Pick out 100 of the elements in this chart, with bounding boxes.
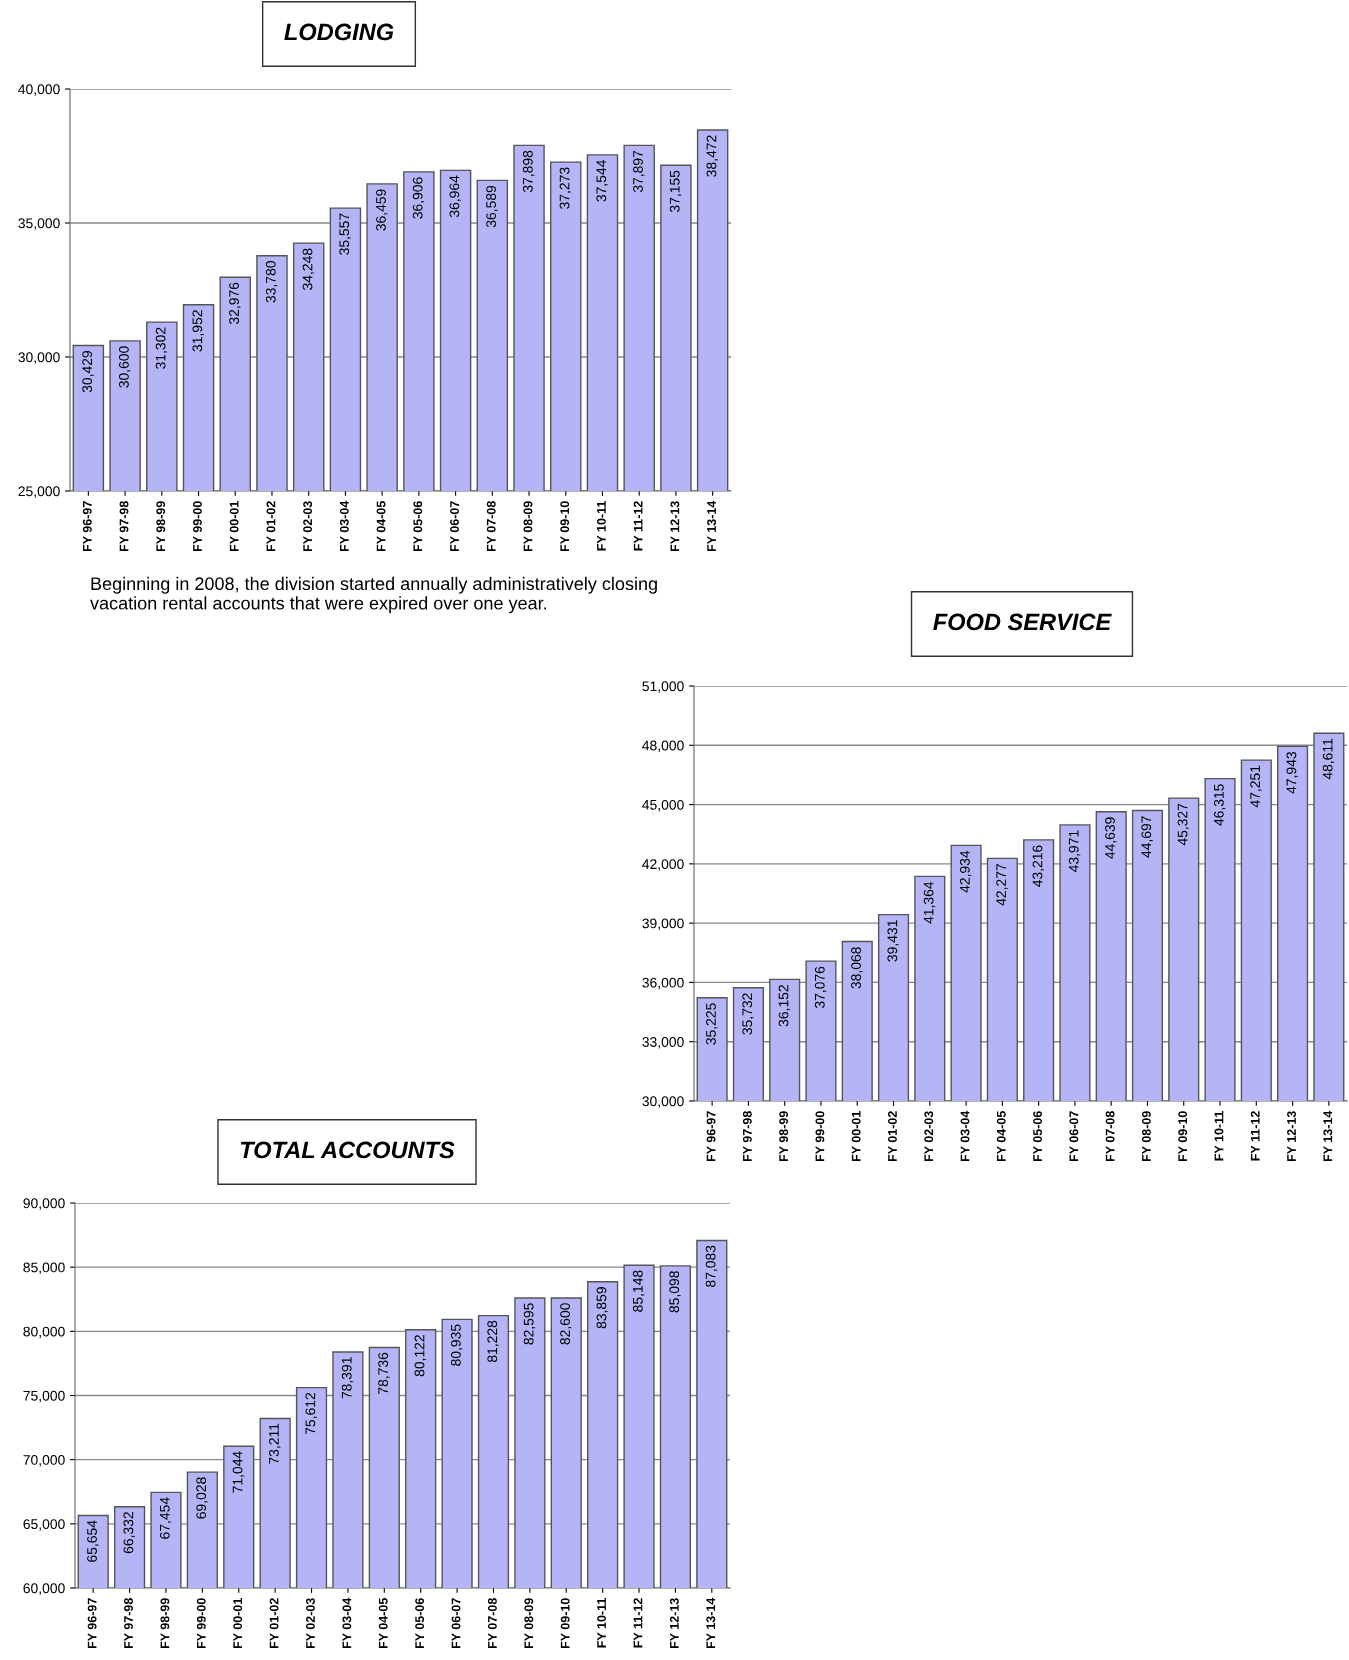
y-tick-label: 30,000 [18, 352, 60, 364]
data-label: 37,897 [633, 150, 645, 193]
x-tick-label: FY 03-04 [960, 1110, 970, 1162]
y-tick-label: 42,000 [642, 859, 684, 871]
x-tick-label: FY 02-03 [924, 1111, 934, 1162]
x-tick-label: FY 96-97 [82, 501, 92, 552]
x-tick-label: FY 98-99 [156, 501, 166, 552]
text: Beginning in 2008, the division started annually administratively closing vacation rental accounts that were expired over one year. [90, 576, 657, 614]
x-tick-label: FY 09-10 [1178, 1111, 1188, 1162]
x-tick-label: FY 09-10 [560, 1598, 570, 1649]
data-label: 38,472 [706, 135, 719, 177]
y-tick-label: 80,000 [23, 1326, 65, 1339]
x-tick-label: FY 11-12 [633, 501, 643, 551]
y-tick-label: 65,000 [23, 1519, 65, 1531]
data-label: 85,098 [669, 1271, 681, 1313]
data-label: 37,155 [669, 170, 682, 213]
x-tick-label: FY 08-09 [523, 501, 533, 552]
data-label: 82,600 [560, 1303, 572, 1345]
x-tick-label: FY 11-12 [633, 1598, 643, 1648]
y-tick-label: 35,000 [18, 218, 60, 230]
data-label: 66,332 [123, 1512, 135, 1554]
y-tick-label: 70,000 [23, 1455, 65, 1467]
x-tick-label: FY 97-98 [124, 1598, 133, 1649]
x-tick-label: FY 13-14 [1323, 1110, 1333, 1162]
data-label: 37,544 [596, 160, 608, 202]
data-label: 36,589 [486, 185, 498, 228]
x-tick-label: FY 02-03 [303, 501, 313, 552]
data-label: 43,971 [1068, 830, 1081, 873]
x-tick-label: FY 10-11 [1214, 1111, 1224, 1161]
data-label: 36,459 [376, 189, 388, 231]
data-label: 78,736 [378, 1352, 390, 1394]
x-tick-label: FY 00-01 [233, 1598, 243, 1649]
data-label: 30,429 [82, 350, 94, 393]
y-tick-label: 75,000 [23, 1390, 65, 1403]
y-tick-label: 36,000 [642, 977, 684, 990]
x-tick-label: FY 05-06 [413, 501, 423, 552]
x-tick-label: FY 04-05 [376, 501, 386, 552]
data-label: 78,391 [341, 1357, 354, 1399]
x-tick-label: FY 01-02 [269, 1598, 279, 1649]
x-tick-label: FY 96-97 [706, 1111, 716, 1162]
x-tick-label: FY 07-08 [1105, 1111, 1115, 1162]
data-label: 82,595 [523, 1303, 536, 1345]
y-tick-label: 40,000 [18, 84, 60, 96]
x-tick-label: FY 05-06 [1033, 1111, 1042, 1162]
x-tick-label: FY 12-13 [1287, 1111, 1296, 1162]
x-tick-label: FY 08-09 [1141, 1111, 1151, 1162]
x-tick-label: FY 11-12 [1250, 1111, 1260, 1161]
x-tick-label: FY 13-14 [707, 500, 717, 552]
data-label: 31,302 [155, 327, 168, 369]
data-label: 87,083 [705, 1245, 718, 1287]
data-label: 42,934 [959, 850, 972, 893]
data-label: 41,364 [923, 881, 936, 924]
x-tick-label: FY 00-01 [229, 501, 239, 552]
y-tick-label: 85,000 [23, 1262, 65, 1274]
data-label: 39,431 [887, 920, 899, 962]
y-tick-label: 45,000 [642, 799, 684, 812]
data-label: 44,697 [1141, 816, 1153, 858]
data-label: 44,639 [1105, 817, 1117, 859]
data-label: 30,600 [118, 346, 131, 388]
data-label: 37,076 [814, 966, 827, 1009]
x-tick-label: FY 97-98 [119, 501, 129, 552]
x-tick-label: FY 99-00 [196, 1598, 206, 1649]
y-tick-label: 60,000 [23, 1583, 65, 1595]
data-label: 35,225 [706, 1003, 718, 1045]
data-label: 31,952 [192, 310, 204, 352]
x-tick-label: FY 01-02 [888, 1111, 897, 1162]
data-label: 34,248 [302, 248, 315, 290]
data-label: 42,277 [996, 864, 1008, 906]
data-label: 85,148 [632, 1270, 645, 1312]
data-label: 43,216 [1032, 845, 1045, 887]
data-label: 80,122 [414, 1335, 427, 1377]
x-tick-label: FY 08-09 [524, 1598, 534, 1649]
x-tick-label: FY 10-11 [597, 1598, 606, 1648]
data-label: 32,976 [229, 282, 241, 325]
data-label: 75,612 [305, 1392, 317, 1435]
data-label: 36,152 [778, 985, 791, 1027]
data-label: 38,068 [851, 947, 863, 989]
x-tick-label: FY 06-07 [1069, 1111, 1079, 1162]
data-label: 67,454 [159, 1497, 172, 1539]
data-label: 45,327 [1177, 803, 1190, 846]
x-tick-label: FY 05-06 [415, 1598, 425, 1649]
data-label: 65,654 [87, 1520, 99, 1562]
x-tick-label: FY 99-00 [815, 1111, 825, 1162]
data-label: 37,898 [522, 150, 535, 193]
y-tick-label: 90,000 [23, 1198, 65, 1210]
data-label: 35,732 [742, 993, 754, 1035]
x-tick-label: FY 00-01 [851, 1111, 861, 1162]
x-tick-label: FY 96-97 [87, 1598, 97, 1649]
x-tick-label: FY 10-11 [596, 501, 606, 551]
y-tick-label: 51,000 [642, 681, 684, 693]
data-label: 71,044 [232, 1451, 245, 1493]
x-tick-label: FY 01-02 [266, 501, 276, 552]
data-label: 83,859 [596, 1287, 609, 1329]
x-tick-label: FY 12-13 [670, 501, 680, 552]
x-tick-label: FY 02-03 [306, 1598, 315, 1649]
x-tick-label: FY 07-08 [486, 501, 496, 552]
chart-title: LODGING [284, 23, 394, 41]
x-tick-label: FY 98-99 [160, 1598, 170, 1649]
data-label: 47,943 [1286, 752, 1298, 794]
data-label: 47,251 [1250, 765, 1262, 808]
